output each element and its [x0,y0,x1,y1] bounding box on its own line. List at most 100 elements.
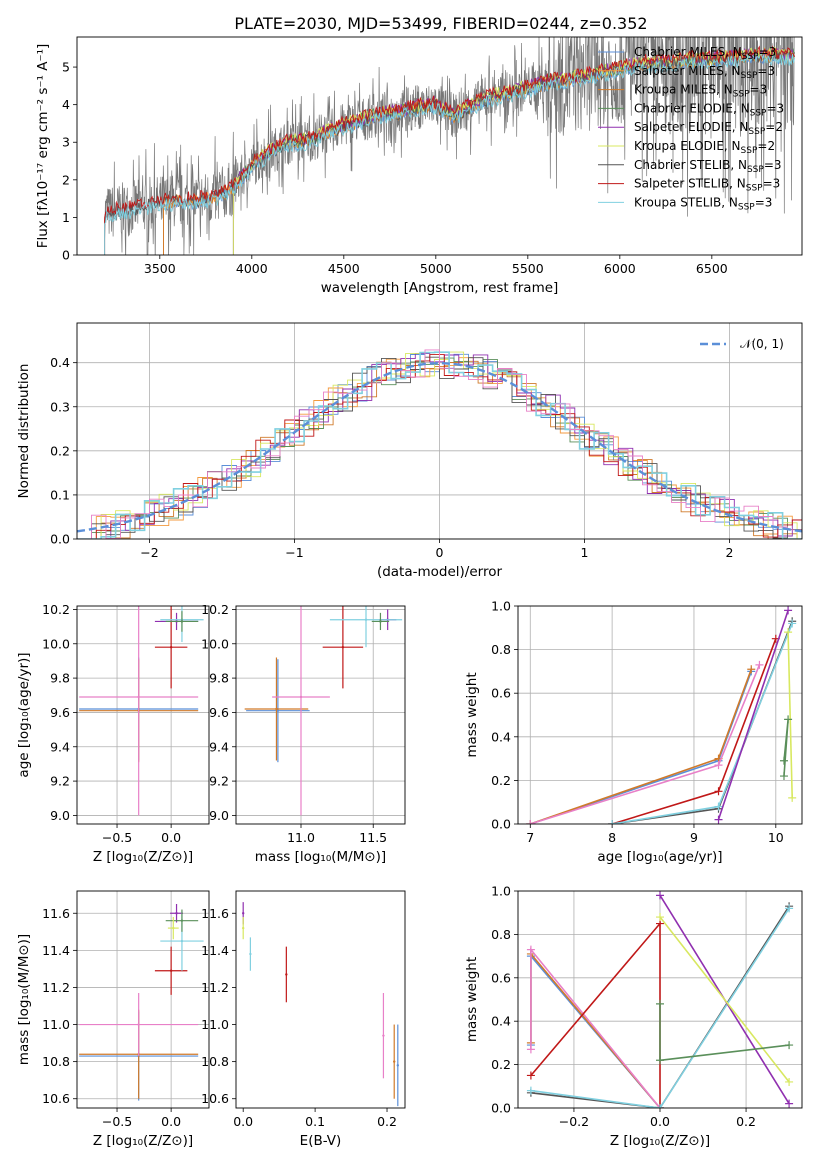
y-tick-label: 0.1 [50,487,70,502]
x-axis-label: Z [log₁₀(Z/Z⊙)] [610,1133,710,1149]
x-tick-label: 6000 [604,261,636,276]
spectrum-plot-area [104,37,796,255]
y-tick-label: 0.2 [491,1057,511,1072]
x-tick-label: −2 [140,545,158,560]
x-tick-label: 11.5 [359,830,387,845]
data-point [180,939,184,943]
y-tick-label: 9.8 [50,671,70,686]
y-tick-label: 9.2 [209,774,229,789]
mass_vs_ebv-panel: 0.0 0.1 0.2 10.6 10.8 11.0 11.2 11.4 11.6 E(B-V) [201,890,406,1149]
y-tick-label: 0.3 [50,399,70,414]
data-point [379,620,382,623]
y-tick-label: 1.0 [491,884,511,899]
y-tick-label: 10.6 [42,1091,70,1106]
legend-entry: Kroupa MILES, NSSP=3 [634,83,767,100]
plus-marker [785,1041,794,1050]
x-tick-label: 2 [726,545,734,560]
plus-marker [714,761,723,770]
y-tick-label: 1.0 [491,599,511,614]
plus-marker [656,999,664,1008]
residuals-panel: −2 −1 0 1 2 0.0 0.1 0.2 0.3 0.4 (data-model)/error… [16,322,803,580]
residuals-frame [76,322,803,540]
y-axis-label: Flux [fλ10⁻¹⁷ erg cm⁻² s⁻¹ A⁻¹] [35,44,51,249]
data-point [249,952,252,956]
y-tick-label: 0 [62,248,70,263]
data-point [180,620,184,623]
plus-marker [656,1056,664,1065]
plus-marker [656,913,664,922]
x-tick-label: 8 [608,830,616,845]
y-tick-label: 0.4 [50,355,70,370]
x-tick-label: 0.2 [377,1114,397,1129]
normal-distribution-line [77,361,802,533]
legend-entry: Kroupa STELIB, NSSP=3 [634,195,772,212]
mass_vs_ebv-frame [235,890,406,1109]
data-point [241,926,245,930]
y-tick-label: 2 [62,172,70,187]
y-tick-label: 1 [62,210,70,225]
y-tick-label: 9.0 [209,808,229,823]
y-tick-label: 0.8 [491,642,511,657]
age_vs_mass-panel: 11.0 11.5 9.0 9.2 9.4 9.6 9.8 10.0 10.2 mass [log… [201,602,406,865]
plus-marker [755,660,764,669]
series-line-salpeter-elodie [717,610,789,820]
plus-marker [526,1045,535,1054]
data-point [276,709,280,712]
y-tick-label: 5 [62,60,70,75]
y-tick-label: 0.4 [491,1014,511,1029]
residuals-plot-area [77,323,802,539]
x-tick-label: 0.2 [736,1114,756,1129]
plus-marker [788,793,797,802]
histogram-kroupa-stelib [77,351,802,539]
histogram-kroupa-elodie [77,351,802,539]
y-tick-label: 10.8 [42,1054,70,1069]
legend-entry: Kroupa ELODIE, NSSP=2 [634,139,775,156]
x-tick-label: 3500 [144,261,176,276]
histogram-pink [77,349,802,539]
spectrum-legend: Chabrier MILES, NSSP=3 Salpeter MILES, NS… [598,45,784,212]
y-tick-label: 11.2 [201,980,229,995]
data-point [393,1060,396,1063]
y-tick-label: 0.6 [491,686,511,701]
plus-marker [779,772,788,781]
data-point [180,919,184,922]
legend-entry: 𝒩(0, 1) [740,337,784,351]
y-tick-label: 11.0 [201,1017,229,1032]
x-tick-label: 0.0 [161,1114,181,1129]
weight_vs_Z-frame [517,890,803,1109]
x-axis-label: Z [log₁₀(Z/Z⊙)] [93,849,193,865]
data-point [169,645,173,649]
age_vs_Z-plot-area [77,606,209,824]
y-tick-label: 0.0 [491,1101,511,1116]
y-tick-label: 9.2 [50,774,70,789]
mass_vs_ebv-plot-area [241,902,400,1107]
data-point [396,1064,400,1067]
legend-entry: Chabrier MILES, NSSP=3 [634,45,776,62]
weight_vs_Z-panel: −0.2 0.0 0.2 0.0 0.2 0.4 0.6 0.8 1.0 Z [log₁₀(Z/Z… [464,884,803,1149]
x-tick-label: 5500 [512,261,544,276]
data-point [341,645,345,649]
series-line-chabrier-stelib [611,621,793,824]
x-tick-label: 0.0 [650,1114,670,1129]
y-tick-label: 3 [62,135,70,150]
y-tick-label: 10.0 [42,636,70,651]
legend-entry: Salpeter ELODIE, NSSP=2 [634,120,783,137]
plus-marker [785,1099,794,1108]
plus-marker [784,606,793,615]
legend-entry: Salpeter STELIB, NSSP=3 [634,177,780,194]
y-tick-label: 10.8 [201,1054,229,1069]
y-tick-label: 11.6 [42,906,70,921]
y-tick-label: 11.4 [42,943,70,958]
y-tick-label: 9.4 [50,739,70,754]
mass_vs_Z-frame [76,890,210,1109]
x-tick-label: 10 [768,830,784,845]
series-line-chabrier-elodie [659,1003,790,1062]
y-tick-label: 9.6 [50,705,70,720]
age_vs_Z-panel: −0.5 0.0 9.0 9.2 9.4 9.6 9.8 10.0 10.2 Z [log₁₀(Z… [16,602,210,865]
series-line-kroupa-elodie [659,916,790,1083]
x-tick-label: 0.1 [305,1114,325,1129]
y-axis-label: mass weight [464,957,480,1042]
plus-marker [747,665,756,674]
weight_vs_age-frame [517,605,803,825]
